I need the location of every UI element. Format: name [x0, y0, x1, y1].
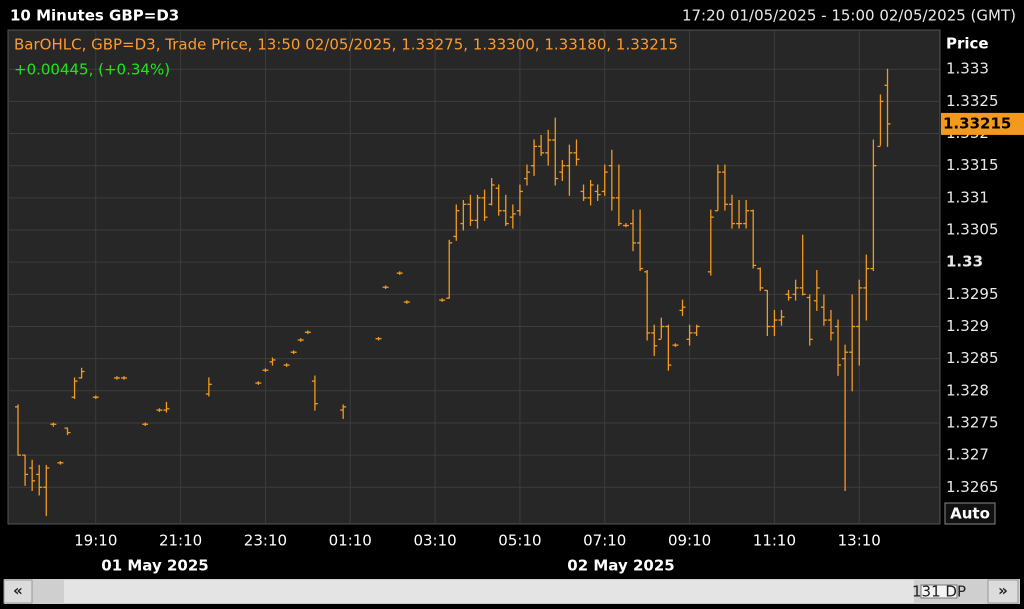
y-tick-label: 1.3295	[946, 285, 999, 303]
bars	[15, 68, 891, 517]
x-tick-label: 23:10	[244, 532, 287, 550]
scroll-left-button[interactable]	[3, 579, 33, 604]
x-tick-label: 03:10	[413, 532, 456, 550]
y-tick-label: 1.3325	[946, 92, 999, 110]
y-tick-label: 1.3285	[946, 349, 999, 367]
scroll-thumb[interactable]	[64, 580, 914, 603]
time-range: 17:20 01/05/2025 - 15:00 02/05/2025 (GMT…	[682, 7, 1016, 25]
x-tick-label: 05:10	[498, 532, 541, 550]
y-tick-label: 1.331	[946, 188, 989, 206]
y-tick-label: 1.3305	[946, 221, 999, 239]
plot-area	[7, 29, 941, 525]
grid	[8, 30, 940, 524]
y-tick-label: 1.33	[946, 253, 983, 271]
x-tick-label: 07:10	[583, 532, 626, 550]
chart-title: 10 Minutes GBP=D3	[10, 7, 179, 25]
y-tick-label: 1.333	[946, 60, 989, 78]
scroll-right-button[interactable]	[987, 579, 1019, 604]
date-label: 02 May 2025	[567, 557, 674, 575]
x-tick-label: 09:10	[668, 532, 711, 550]
date-label: 01 May 2025	[101, 557, 208, 575]
y-tick-label: 1.3275	[946, 413, 999, 431]
y-tick-label: 1.328	[946, 381, 989, 399]
y-tick-label: 1.327	[946, 446, 989, 464]
dp-badge-label[interactable]: 131 DP	[912, 583, 966, 601]
x-tick-label: 21:10	[159, 532, 202, 550]
x-tick-label: 19:10	[74, 532, 117, 550]
auto-button-label[interactable]: Auto	[950, 505, 990, 523]
x-tick-label: 13:10	[838, 532, 881, 550]
scroll-right-label[interactable]: »	[998, 582, 1008, 600]
y-tick-label: 1.3315	[946, 156, 999, 174]
last-price-label: 1.33215	[943, 114, 1011, 132]
dp-badge[interactable]	[920, 584, 958, 599]
auto-button[interactable]	[944, 502, 996, 525]
y-tick-label: 1.329	[946, 317, 989, 335]
y-tick-label: 1.3265	[946, 478, 999, 496]
last-price-tag	[941, 112, 1024, 135]
change-text: +0.00445, (+0.34%)	[14, 61, 170, 79]
scroll-left-label[interactable]: «	[13, 582, 23, 600]
legend-text: BarOHLC, GBP=D3, Trade Price, 13:50 02/0…	[14, 36, 678, 54]
y-axis-title: Price	[946, 35, 989, 53]
x-tick-label: 11:10	[753, 532, 796, 550]
x-tick-label: 01:10	[329, 532, 372, 550]
